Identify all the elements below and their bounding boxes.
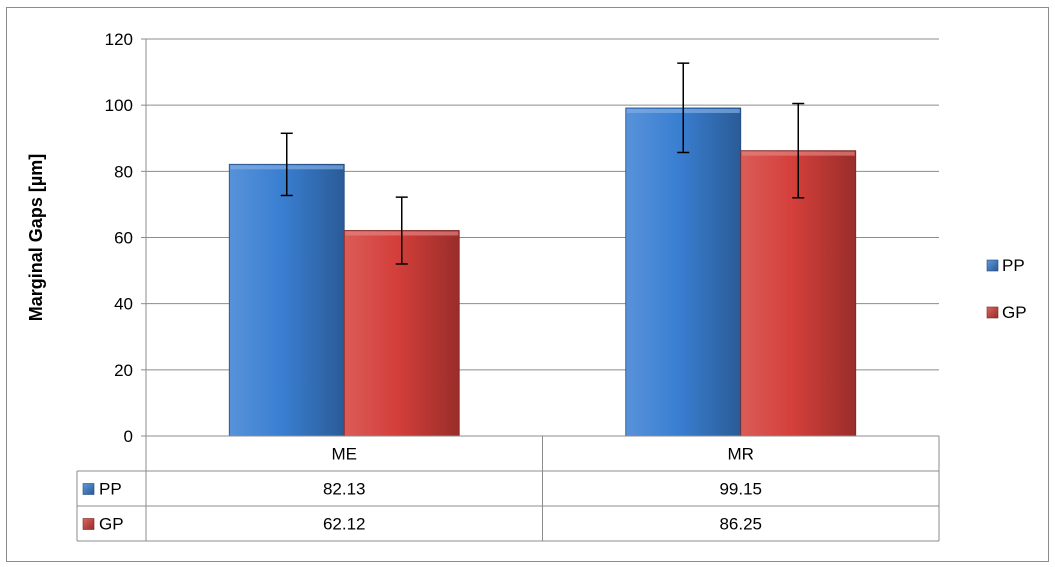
category-label-mr: MR: [728, 445, 754, 464]
table-key-gp: [82, 518, 95, 530]
bar-pp-mr: [625, 107, 742, 437]
table-series-label: GP: [99, 515, 124, 534]
error-bar-gp-mr: [792, 102, 805, 199]
legend-swatch-gp: [986, 306, 999, 319]
chart-svg: 0 20 40 60 80 100 120 Marginal Gaps [µm] ME MR PP…: [26, 30, 1027, 542]
error-bar-pp-me: [280, 132, 293, 197]
y-axis-title: Marginal Gaps [µm]: [26, 154, 46, 321]
legend-label-gp: GP: [1002, 303, 1027, 322]
table-value-pp-mr: 99.15: [719, 480, 762, 499]
bar-gp-me: [343, 230, 460, 437]
table-key-pp: [82, 483, 95, 495]
bar-pp-me: [228, 163, 345, 437]
y-tick-label: 20: [114, 361, 133, 380]
y-tick-label: 100: [105, 96, 133, 115]
error-bar-pp-mr: [677, 62, 690, 154]
table-series-label: PP: [99, 480, 122, 499]
error-bar-gp-me: [395, 196, 408, 265]
legend-label-pp: PP: [1002, 256, 1025, 275]
category-label-me: ME: [332, 445, 358, 464]
table-value-gp-mr: 86.25: [719, 515, 762, 534]
y-tick-label: 0: [124, 427, 133, 446]
y-tick-label: 120: [105, 30, 133, 49]
table-value-pp-me: 82.13: [323, 480, 366, 499]
y-tick-label: 40: [114, 295, 133, 314]
y-tick-label: 80: [114, 162, 133, 181]
table-value-gp-me: 62.12: [323, 515, 366, 534]
chart-frame: 0 20 40 60 80 100 120 Marginal Gaps [µm] ME MR PP…: [6, 7, 1049, 562]
y-tick-label: 60: [114, 229, 133, 248]
legend-swatch-pp: [986, 259, 999, 272]
